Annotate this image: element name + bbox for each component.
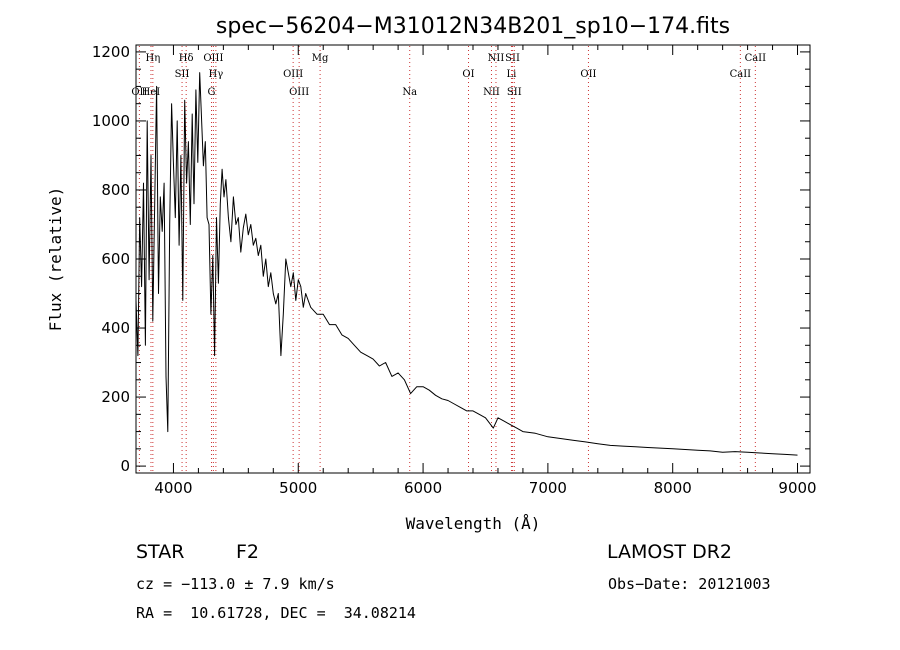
y-axis: 0 200 400 600 800 1000 1200 — [92, 43, 810, 475]
object-type: STAR — [136, 541, 185, 563]
marker-label: OIII — [283, 69, 303, 80]
spectrum-series — [135, 72, 798, 456]
marker-label: NII — [488, 53, 505, 64]
chart-title: spec−56204−M31012N34B201_sp10−174.fits — [216, 14, 730, 39]
marker-label: G — [208, 87, 216, 98]
y-axis-label: Flux (relative) — [46, 187, 65, 332]
survey-label: LAMOST DR2 — [607, 541, 732, 563]
y-tick-label: 600 — [101, 250, 130, 268]
marker-label: Li — [507, 69, 517, 80]
marker-label: OII — [131, 87, 147, 98]
y-tick-label: 1000 — [92, 112, 130, 130]
x-axis-label: Wavelength (Å) — [406, 514, 541, 533]
redshift-cz: cz = −113.0 ± 7.9 km/s — [136, 575, 335, 593]
marker-label: SII — [507, 87, 522, 98]
y-tick-label: 800 — [101, 181, 130, 199]
marker-label: SII — [505, 53, 520, 64]
x-tick-label: 8000 — [654, 479, 692, 497]
marker-label: SII — [175, 69, 190, 80]
marker-label: OIII — [289, 87, 309, 98]
marker-label: CaII — [745, 53, 767, 64]
marker-label: Na — [402, 87, 417, 98]
x-tick-label: 4000 — [154, 479, 192, 497]
marker-label: Hδ — [179, 53, 194, 64]
y-tick-label: 0 — [120, 457, 130, 475]
marker-label: Hη — [145, 53, 160, 64]
obs-date: Obs−Date: 20121003 — [608, 575, 771, 593]
coordinates: RA = 10.61728, DEC = 34.08214 — [136, 604, 416, 622]
subclass: F2 — [236, 541, 260, 563]
marker-label: Hγ — [209, 69, 224, 80]
x-tick-label: 7000 — [529, 479, 567, 497]
marker-label: Mg — [312, 53, 329, 64]
x-tick-label: 6000 — [404, 479, 442, 497]
x-axis: 4000 5000 6000 7000 8000 9000 — [154, 45, 817, 497]
y-tick-label: 400 — [101, 319, 130, 337]
marker-label: OIII — [203, 53, 223, 64]
marker-label: CaII — [730, 69, 752, 80]
spectrum-line — [135, 72, 798, 456]
y-tick-label: 1200 — [92, 43, 130, 61]
x-tick-label: 5000 — [279, 479, 317, 497]
marker-label: OII — [580, 69, 596, 80]
marker-label: HeI — [142, 87, 161, 98]
y-tick-label: 200 — [101, 388, 130, 406]
marker-label: OI — [462, 69, 474, 80]
marker-label: NII — [483, 87, 500, 98]
x-tick-label: 9000 — [778, 479, 816, 497]
plot-frame — [135, 44, 811, 474]
